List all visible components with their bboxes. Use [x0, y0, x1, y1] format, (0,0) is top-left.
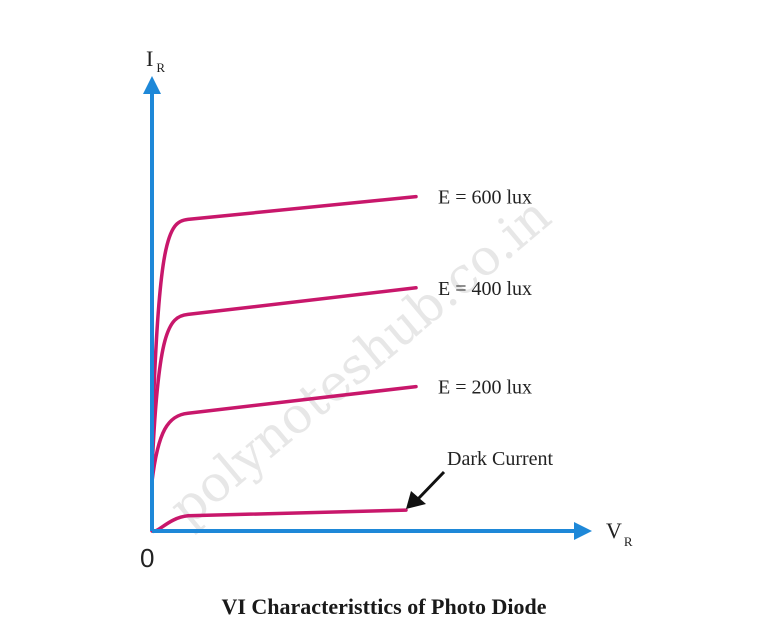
- curve-e-400-lux: [150, 286, 418, 472]
- annotation-arrow-shaft: [416, 470, 446, 501]
- chart-title: VI Characteristtics of Photo Diode: [221, 594, 547, 619]
- series-label: E = 400 lux: [438, 278, 532, 300]
- series-label: E = 600 lux: [438, 187, 532, 209]
- series-label: E = 200 lux: [438, 377, 532, 399]
- origin-label: 0: [140, 543, 154, 573]
- y-axis-arrowhead: [143, 76, 161, 94]
- x-axis-subscript: R: [624, 534, 633, 549]
- x-axis-arrowhead: [574, 522, 592, 540]
- annotation-arrow-head: [406, 491, 426, 509]
- dark-current-annotation: Dark Current: [447, 448, 554, 470]
- curve-e-200-lux: [150, 384, 418, 484]
- series-labels: E = 600 lux E = 400 lux E = 200 lux: [438, 187, 532, 399]
- y-axis-subscript: R: [156, 60, 165, 75]
- curve-e-600-lux: [150, 194, 418, 450]
- watermark: polynoteshub.co.in: [158, 186, 561, 537]
